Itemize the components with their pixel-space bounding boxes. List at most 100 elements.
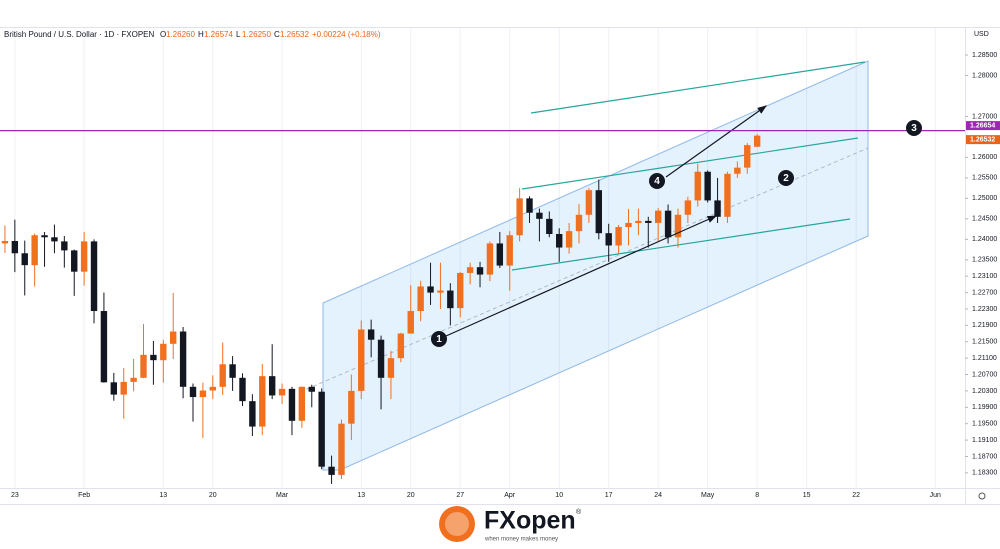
y-tick-label: 1.18300 xyxy=(972,470,997,477)
price-axis xyxy=(965,28,1000,505)
x-tick-label: 22 xyxy=(852,492,860,499)
logo-emblem xyxy=(439,506,475,542)
candle-body xyxy=(41,235,48,238)
candle-body xyxy=(21,253,28,266)
x-tick-label: Mar xyxy=(276,492,289,499)
x-tick-label: 20 xyxy=(407,492,415,499)
x-tick-label: 24 xyxy=(654,492,662,499)
candle-body xyxy=(575,214,583,232)
trend-line xyxy=(521,137,859,190)
y-tick-label: 1.21100 xyxy=(972,355,997,362)
candle-body xyxy=(239,377,246,402)
candle-body xyxy=(753,135,761,147)
candle-body xyxy=(61,241,68,251)
axes: 23 Feb 13 20 Mar 13 20 27 Apr 10 17 24 May 8 15 22 Jun1.… xyxy=(11,52,1000,499)
x-tick-label: 23 xyxy=(11,492,19,499)
trend-line xyxy=(511,218,851,271)
candle-body xyxy=(585,190,593,215)
y-tick-label: 1.21500 xyxy=(972,339,997,346)
x-tick-label: 27 xyxy=(456,492,464,499)
y-tick-label: 1.25000 xyxy=(972,195,997,202)
overlay: 1 2 3 4 xyxy=(0,120,965,347)
annotation-label: 2 xyxy=(783,173,789,184)
x-tick-label: Feb xyxy=(78,492,90,499)
candle-body xyxy=(694,171,701,201)
candle-body xyxy=(199,390,207,398)
price-label-box xyxy=(966,121,1000,131)
candle-body xyxy=(407,311,414,334)
candle-body xyxy=(249,401,256,427)
y-tick-label: 1.22300 xyxy=(972,306,997,313)
candle-body xyxy=(714,200,721,217)
candle-body xyxy=(674,214,682,238)
x-tick-label: 15 xyxy=(803,492,811,499)
candle-body xyxy=(704,171,711,201)
candle-body xyxy=(11,240,19,254)
candle-body xyxy=(625,222,632,228)
candle-body xyxy=(288,388,296,421)
x-tick-label: Apr xyxy=(504,492,516,499)
x-tick-label: 17 xyxy=(605,492,613,499)
candle-body xyxy=(140,354,147,378)
candle-body xyxy=(377,339,385,378)
x-tick-label: 13 xyxy=(159,492,167,499)
candle-body xyxy=(506,235,513,266)
annotation-label: 1 xyxy=(436,334,442,345)
y-tick-label: 1.19900 xyxy=(972,404,997,411)
y-tick-label: 1.26000 xyxy=(972,154,997,161)
candle-body xyxy=(654,210,662,223)
candle-body xyxy=(90,241,98,312)
channel-midline xyxy=(299,147,869,393)
trend-line xyxy=(530,61,866,114)
y-tick-label: 1.18700 xyxy=(972,453,997,460)
x-tick-label: May xyxy=(701,492,715,499)
candle-body xyxy=(170,331,177,344)
candle-body xyxy=(1,240,9,244)
header-letter: C xyxy=(274,30,280,39)
candle-body xyxy=(397,333,405,359)
candle-body xyxy=(160,343,167,361)
header-letter: L xyxy=(236,30,241,39)
candle-body xyxy=(486,243,494,275)
logo-emblem-inner xyxy=(445,512,469,536)
header-value: +0.00224 (+0.18%) xyxy=(312,30,381,39)
candle-body xyxy=(724,173,731,217)
y-tick-label: 1.24000 xyxy=(972,236,997,243)
candle-body xyxy=(31,235,38,266)
candle-body xyxy=(734,167,741,174)
candle-body xyxy=(546,218,553,235)
header: O 1.26260 H 1.26574 L 1.26250 C 1.26532 +0.00224… xyxy=(160,30,381,39)
candle-body xyxy=(209,386,216,391)
annotation-marker xyxy=(649,173,665,189)
candle-body xyxy=(516,198,523,236)
y-tick-label: 1.20300 xyxy=(972,388,997,395)
candle-body xyxy=(100,311,108,383)
candle-body xyxy=(526,198,533,213)
candle-body xyxy=(189,386,197,398)
candle-body xyxy=(80,241,88,272)
candle-body xyxy=(367,329,375,340)
candle-body xyxy=(110,382,118,395)
candle-body xyxy=(417,286,424,312)
brand-mark: ® xyxy=(576,508,582,516)
y-tick-label: 1.21900 xyxy=(972,322,997,329)
candle-body xyxy=(595,190,602,234)
candles xyxy=(1,133,761,484)
brand: FXopen xyxy=(484,507,576,535)
candle-body xyxy=(150,354,157,361)
settings-icon[interactable] xyxy=(978,492,986,500)
candle-body xyxy=(318,391,325,467)
header-value: 1.26574 xyxy=(204,30,233,39)
header-value: 1.26532 xyxy=(280,30,309,39)
candle-body xyxy=(219,364,226,387)
x-tick-label: Jun xyxy=(930,492,941,499)
y-tick-label: 1.23500 xyxy=(972,257,997,264)
y-tick-label: 1.19500 xyxy=(972,421,997,428)
annotation-marker xyxy=(431,331,447,347)
candle-body xyxy=(615,227,622,246)
x-tick-label: 20 xyxy=(209,492,217,499)
candle-body xyxy=(684,200,692,215)
candle-body xyxy=(565,231,573,248)
